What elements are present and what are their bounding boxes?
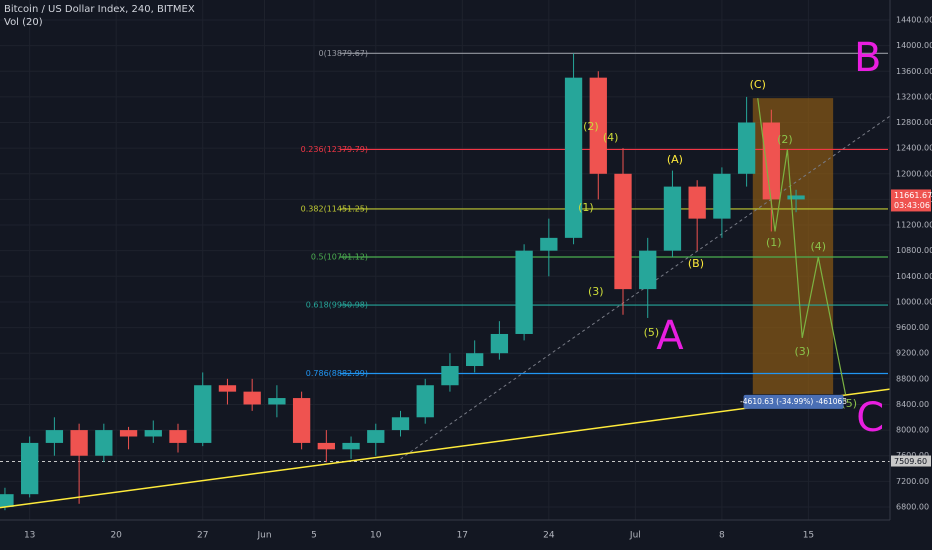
price-tag [891,455,931,467]
fib-label: 0(13879.67) [318,49,368,58]
x-tick-label: 5 [311,531,317,541]
y-tick-label: 8400.00 [896,400,929,409]
y-tick-label: 8800.00 [896,374,929,383]
wave-label: (4) [603,131,619,144]
y-tick-label: 7200.00 [896,477,929,486]
candle-body [515,250,533,334]
hand-mark: B [854,35,881,81]
y-tick-label: 8000.00 [896,426,929,435]
y-tick-label: 14000.00 [896,41,932,50]
wave-label: (5) [841,397,857,410]
fib-label: 0.786(8882.99) [306,369,368,378]
candle-body [589,77,607,174]
candle-body [119,430,138,437]
y-tick-label: 10400.00 [896,272,932,281]
candle-body [490,333,509,354]
wave-label: (C) [750,78,766,91]
y-tick-label: 6800.00 [896,502,929,511]
trend-dashed [400,115,891,460]
candle-body [787,195,805,200]
y-tick-label: 13600.00 [896,67,932,76]
y-tick-label: 12400.00 [896,144,932,153]
candle-body [95,430,113,456]
candle-body [416,385,434,418]
y-tick-label: 9600.00 [896,323,929,332]
x-tick-label: 13 [24,531,35,541]
y-tick-label: 12000.00 [896,169,932,178]
wave-label: (1) [766,236,782,249]
trendline [0,388,891,509]
measure-box [743,394,844,409]
hand-mark: C [856,395,884,441]
candle-body [663,186,682,251]
x-tick-label: 10 [370,531,382,541]
fib-label: 0.236(12379.79) [301,145,368,154]
candle-body [342,442,360,450]
price-tag-label: 11661.67 [894,191,932,200]
candle-body [292,398,311,443]
price-tag [891,189,931,212]
x-tick-label: 8 [719,531,725,541]
candle-body [564,77,583,238]
hand-mark: A [656,313,684,359]
measure-label: -4610.63 (-34.99%) -461063 [740,397,847,406]
x-tick-label: 27 [197,531,208,541]
x-tick-label: 24 [543,531,555,541]
x-tick-label: Jul [629,531,641,541]
x-tick-label: 17 [457,531,468,541]
candle-body [144,430,162,437]
fib-label: 0.382(11451.25) [301,204,368,213]
candle-body [639,250,657,290]
candle-body [688,186,706,219]
wave-label: (1) [578,201,594,214]
candle-body [317,442,335,450]
fib-label: 0.5(10701.12) [311,253,368,262]
wave-label: (3) [588,285,604,298]
fib-label: 0.618(9950.98) [306,301,368,310]
wave-label: (2) [583,120,599,133]
candle-body [737,122,756,174]
candle-body [391,417,410,431]
candle-body [367,430,385,443]
wave-projection [757,98,847,395]
price-tag-timer: 03:43:06 [894,201,930,210]
price-tag-label: 7509.60 [894,457,927,466]
chart-subtitle: Vol (20) [4,17,43,28]
wave-label: (A) [667,153,683,166]
y-tick-label: 14400.00 [896,15,932,24]
x-tick-label: 15 [803,531,814,541]
candle-body [218,385,237,392]
candle-body [441,366,459,386]
x-tick-label: Jun [256,531,271,541]
candle-body [0,494,14,507]
candle-body [614,173,632,290]
candle-body [45,430,64,443]
y-tick-label: 10000.00 [896,297,932,306]
candle-body [540,237,558,251]
y-tick-label: 12800.00 [896,118,932,127]
x-tick-label: 20 [110,531,122,541]
candle-body [268,398,286,405]
candle-body [194,385,212,443]
candle-body [21,442,39,495]
candle-body [466,353,484,367]
chart-title: Bitcoin / US Dollar Index, 240, BITMEX [4,4,195,15]
candle-body [713,173,731,219]
wave-label: (4) [811,240,827,253]
wave-label: (B) [688,257,704,270]
wave-label: (5) [644,326,660,339]
wave-label: (2) [777,133,793,146]
candle-body [70,430,88,456]
candle-body [243,391,261,405]
y-tick-label: 11200.00 [896,221,932,230]
candle-body [169,430,187,443]
candle-body [762,122,780,200]
y-tick-label: 13200.00 [896,92,932,101]
y-tick-label: 10800.00 [896,246,932,255]
wave-label: (3) [794,345,810,358]
y-tick-label: 9200.00 [896,349,929,358]
